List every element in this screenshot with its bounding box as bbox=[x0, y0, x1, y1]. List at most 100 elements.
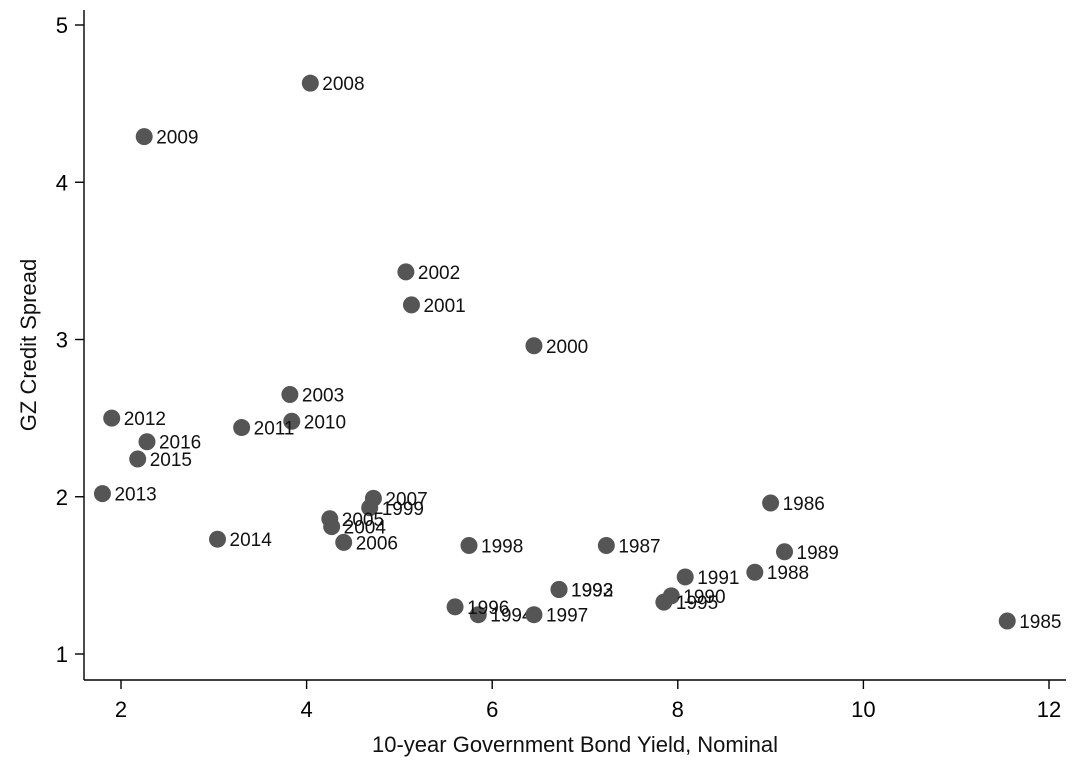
point-label: 1985 bbox=[1019, 612, 1061, 633]
y-tick-label: 1 bbox=[56, 642, 68, 667]
data-point: 2001 bbox=[402, 296, 466, 317]
point-marker bbox=[321, 510, 339, 528]
data-point: 1999 bbox=[361, 499, 424, 520]
data-point: 1997 bbox=[525, 606, 588, 627]
point-label: 2014 bbox=[230, 530, 273, 551]
point-label: 2000 bbox=[546, 337, 588, 358]
x-axis-title: 10-year Government Bond Yield, Nominal bbox=[372, 732, 778, 757]
point-label: 1998 bbox=[481, 536, 523, 557]
point-marker bbox=[402, 296, 420, 314]
point-marker bbox=[676, 568, 694, 586]
data-point: 2002 bbox=[397, 263, 460, 284]
point-label: 1992 bbox=[571, 581, 613, 602]
point-label: 1991 bbox=[697, 568, 739, 589]
data-point: 1986 bbox=[762, 494, 825, 515]
point-marker bbox=[469, 606, 487, 624]
data-point: 2005 bbox=[321, 510, 384, 531]
data-point: 1996 bbox=[446, 598, 509, 619]
point-label: 2016 bbox=[159, 433, 201, 454]
point-label: 1993 bbox=[571, 581, 613, 602]
data-point: 1988 bbox=[746, 563, 809, 584]
point-label: 2007 bbox=[385, 489, 427, 510]
data-point: 1990 bbox=[662, 587, 726, 608]
data-point: 2007 bbox=[364, 489, 428, 510]
point-label: 2008 bbox=[322, 74, 364, 95]
y-tick-label: 2 bbox=[56, 485, 68, 510]
point-marker bbox=[460, 536, 478, 554]
data-point: 2010 bbox=[283, 412, 346, 433]
data-point: 2003 bbox=[281, 386, 344, 407]
y-tick-label: 3 bbox=[56, 328, 68, 353]
data-point: 2014 bbox=[209, 530, 272, 551]
point-marker bbox=[998, 612, 1016, 630]
point-marker bbox=[103, 409, 121, 427]
point-label: 2010 bbox=[304, 412, 346, 433]
point-marker bbox=[283, 412, 301, 430]
data-points: 1985198619871988198919901991199219931994… bbox=[93, 74, 1062, 633]
point-marker bbox=[397, 263, 415, 281]
point-marker bbox=[209, 530, 227, 548]
point-label: 2009 bbox=[156, 128, 198, 149]
point-marker bbox=[233, 419, 251, 437]
y-tick-label: 5 bbox=[56, 13, 68, 38]
data-point: 2000 bbox=[525, 337, 588, 358]
point-label: 1999 bbox=[382, 499, 424, 520]
data-point: 2013 bbox=[93, 485, 157, 506]
point-label: 2005 bbox=[342, 510, 384, 531]
data-point: 2012 bbox=[103, 409, 166, 430]
point-label: 1987 bbox=[618, 536, 660, 557]
point-marker bbox=[281, 386, 299, 404]
point-label: 1988 bbox=[767, 563, 809, 584]
point-label: 2002 bbox=[418, 263, 460, 284]
point-marker bbox=[746, 563, 764, 581]
point-marker bbox=[550, 581, 568, 599]
point-label: 1995 bbox=[676, 593, 718, 614]
data-point: 1991 bbox=[676, 568, 740, 589]
x-tick-label: 12 bbox=[1037, 697, 1061, 722]
point-label: 2013 bbox=[114, 485, 156, 506]
x-tick-label: 8 bbox=[672, 697, 684, 722]
data-point: 1993 bbox=[550, 581, 613, 602]
point-marker bbox=[301, 74, 319, 92]
x-tick-label: 4 bbox=[300, 697, 312, 722]
x-tick-label: 6 bbox=[486, 697, 498, 722]
point-label: 2004 bbox=[344, 518, 387, 539]
point-label: 2015 bbox=[150, 450, 192, 471]
point-label: 1989 bbox=[797, 543, 839, 564]
data-point: 1994 bbox=[469, 606, 533, 627]
point-label: 2012 bbox=[124, 409, 166, 430]
point-label: 2006 bbox=[356, 533, 398, 554]
data-point: 2006 bbox=[335, 533, 398, 554]
point-label: 1996 bbox=[467, 598, 509, 619]
point-label: 2011 bbox=[254, 419, 295, 440]
point-marker bbox=[525, 337, 543, 355]
y-ticks: 1 2 3 4 5 bbox=[56, 13, 84, 667]
point-marker bbox=[597, 536, 615, 554]
x-tick-label: 2 bbox=[115, 697, 127, 722]
point-label: 2001 bbox=[423, 296, 465, 317]
data-point: 1985 bbox=[998, 612, 1062, 633]
point-marker bbox=[135, 128, 153, 146]
data-point: 1998 bbox=[460, 536, 523, 557]
data-point: 2009 bbox=[135, 128, 198, 149]
point-marker bbox=[655, 593, 673, 611]
point-label: 2003 bbox=[302, 386, 344, 407]
point-label: 1990 bbox=[683, 587, 725, 608]
x-tick-label: 10 bbox=[851, 697, 875, 722]
point-marker bbox=[364, 489, 382, 507]
point-label: 1997 bbox=[546, 606, 588, 627]
axes bbox=[83, 10, 1066, 681]
point-marker bbox=[446, 598, 464, 616]
point-marker bbox=[138, 433, 156, 451]
point-marker bbox=[335, 533, 353, 551]
point-marker bbox=[776, 543, 794, 561]
x-ticks: 2 4 6 8 10 12 bbox=[115, 680, 1061, 722]
point-marker bbox=[129, 450, 147, 468]
data-point: 2008 bbox=[301, 74, 365, 95]
point-label: 1994 bbox=[490, 606, 533, 627]
data-point: 2011 bbox=[233, 419, 294, 440]
data-point: 2015 bbox=[129, 450, 192, 471]
data-point: 2016 bbox=[138, 433, 201, 454]
